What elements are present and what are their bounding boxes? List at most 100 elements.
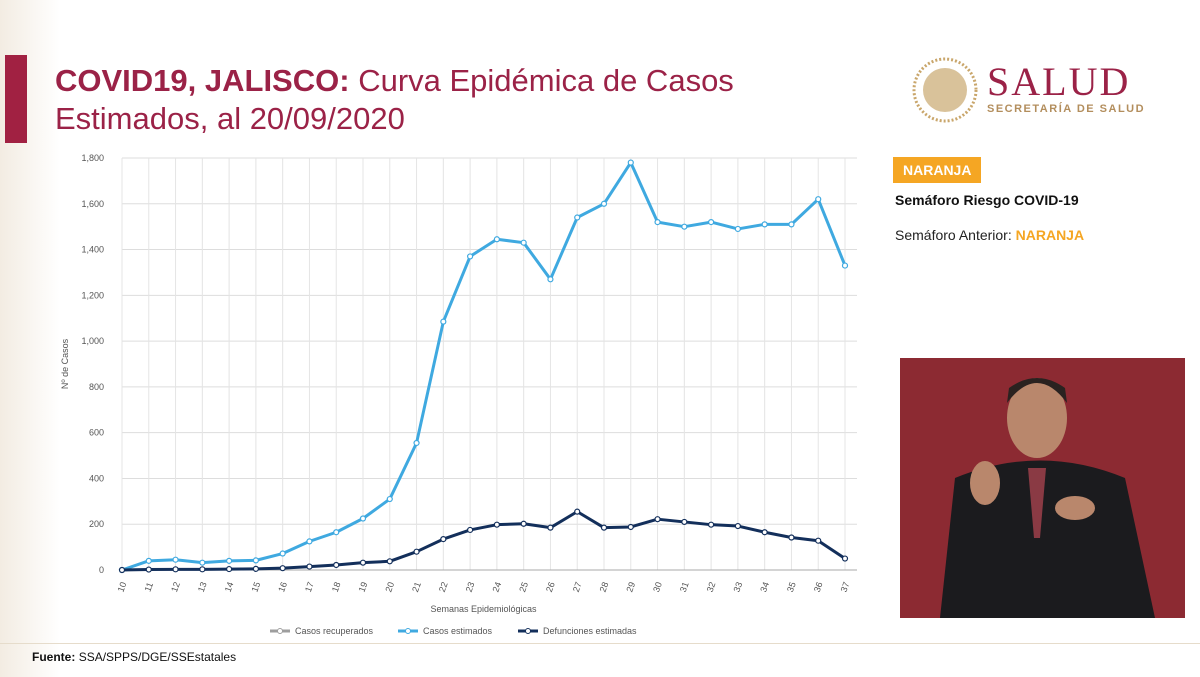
legend-marker bbox=[525, 628, 531, 634]
x-tick-label: 14 bbox=[223, 581, 236, 594]
data-point bbox=[467, 253, 474, 260]
x-tick-label: 27 bbox=[571, 581, 584, 594]
x-tick-label: 21 bbox=[410, 581, 423, 594]
data-point bbox=[627, 523, 634, 531]
x-tick-label: 23 bbox=[464, 581, 477, 594]
title-line2: Estimados, al 20/09/2020 bbox=[55, 101, 405, 136]
data-point bbox=[520, 239, 527, 246]
x-tick-label: 20 bbox=[383, 581, 396, 594]
data-point bbox=[440, 318, 447, 325]
data-point bbox=[145, 557, 152, 564]
legend-label: Casos estimados bbox=[423, 626, 493, 636]
logo-subtitle: SECRETARÍA DE SALUD bbox=[987, 103, 1146, 115]
plot-background bbox=[122, 158, 857, 570]
data-point bbox=[681, 223, 688, 230]
x-tick-label: 16 bbox=[276, 581, 289, 594]
x-tick-label: 29 bbox=[624, 581, 637, 594]
y-tick-label: 1,000 bbox=[81, 336, 104, 346]
y-axis-label: Nº de Casos bbox=[60, 338, 70, 389]
data-point bbox=[734, 225, 741, 233]
data-point bbox=[654, 218, 661, 226]
x-tick-label: 10 bbox=[116, 581, 129, 594]
data-point bbox=[547, 524, 554, 531]
data-point bbox=[600, 524, 608, 531]
data-point bbox=[333, 561, 340, 569]
data-point bbox=[199, 566, 206, 573]
logo-name: SALUD bbox=[987, 59, 1131, 104]
data-point bbox=[600, 200, 608, 207]
x-tick-label: 17 bbox=[303, 581, 316, 594]
data-point bbox=[226, 565, 233, 573]
data-point bbox=[172, 566, 179, 573]
data-point bbox=[788, 221, 795, 228]
data-point bbox=[172, 556, 179, 563]
semaforo-previous: Semáforo Anterior: NARANJA bbox=[895, 227, 1084, 243]
data-point bbox=[359, 515, 367, 522]
data-point bbox=[788, 534, 795, 541]
chart: 0 200 400 600 800 1,000 1,200 1,400 1,600 1,800 10… bbox=[60, 153, 857, 636]
data-point bbox=[118, 566, 126, 574]
y-tick-label: 400 bbox=[89, 473, 104, 483]
x-tick-label: 15 bbox=[249, 581, 262, 594]
series-line bbox=[121, 510, 846, 572]
y-tick-label: 200 bbox=[89, 519, 104, 529]
data-point bbox=[815, 537, 822, 544]
data-point bbox=[734, 522, 741, 530]
x-tick-label: 12 bbox=[169, 581, 182, 594]
semaforo-title: Semáforo Riesgo COVID-19 bbox=[895, 192, 1079, 208]
series-line bbox=[121, 161, 847, 572]
data-point bbox=[493, 236, 500, 243]
data-point bbox=[440, 536, 447, 543]
x-tick-label: 24 bbox=[490, 581, 503, 594]
data-point bbox=[761, 529, 768, 536]
data-point bbox=[708, 521, 715, 528]
data-point bbox=[627, 159, 634, 166]
data-point bbox=[841, 555, 849, 562]
x-tick-label: 19 bbox=[357, 581, 370, 594]
y-tick-label: 1,200 bbox=[81, 290, 104, 300]
data-point bbox=[306, 538, 313, 545]
x-tick-label: 11 bbox=[142, 581, 155, 593]
semaforo-previous-label: Semáforo Anterior: bbox=[895, 227, 1012, 243]
data-point bbox=[574, 214, 581, 221]
x-tick-label: 32 bbox=[705, 581, 718, 594]
title: COVID19, JALISCO: Curva Epidémica de Cas… bbox=[55, 62, 734, 138]
source-text: SSA/SPPS/DGE/SSEstatales bbox=[78, 650, 237, 664]
data-point bbox=[574, 508, 581, 515]
data-point bbox=[279, 565, 286, 572]
data-point bbox=[199, 559, 206, 566]
x-tick-label: 30 bbox=[651, 581, 664, 594]
data-point bbox=[252, 565, 259, 572]
data-point bbox=[413, 439, 420, 447]
x-tick-label: 33 bbox=[731, 581, 744, 594]
data-point bbox=[520, 520, 527, 527]
x-tick-label: 34 bbox=[758, 581, 771, 594]
footer-line bbox=[0, 643, 1200, 644]
y-tick-label: 1,600 bbox=[81, 199, 104, 209]
interpreter-video bbox=[900, 358, 1185, 618]
y-tick-label: 1,800 bbox=[81, 153, 104, 163]
y-tick-label: 0 bbox=[99, 565, 104, 575]
data-point bbox=[708, 218, 715, 226]
legend-marker bbox=[405, 628, 411, 634]
data-point bbox=[386, 558, 393, 565]
x-tick-label: 35 bbox=[785, 581, 798, 594]
data-point bbox=[413, 548, 420, 555]
x-tick-label: 22 bbox=[437, 581, 450, 594]
x-tick-label: 37 bbox=[839, 581, 852, 594]
title-bar bbox=[5, 55, 27, 143]
data-point bbox=[761, 221, 768, 228]
y-tick-label: 600 bbox=[89, 428, 104, 438]
data-point bbox=[493, 521, 500, 528]
x-tick-label: 26 bbox=[544, 581, 557, 594]
data-point bbox=[815, 196, 822, 203]
data-point bbox=[306, 563, 313, 570]
data-point bbox=[226, 557, 233, 564]
y-tick-label: 1,400 bbox=[81, 245, 104, 255]
data-point bbox=[467, 526, 474, 534]
legend-label: Casos recuperados bbox=[295, 626, 374, 636]
data-point bbox=[359, 559, 367, 566]
title-line1: Curva Epidémica de Casos bbox=[358, 63, 734, 98]
data-point bbox=[547, 276, 554, 283]
